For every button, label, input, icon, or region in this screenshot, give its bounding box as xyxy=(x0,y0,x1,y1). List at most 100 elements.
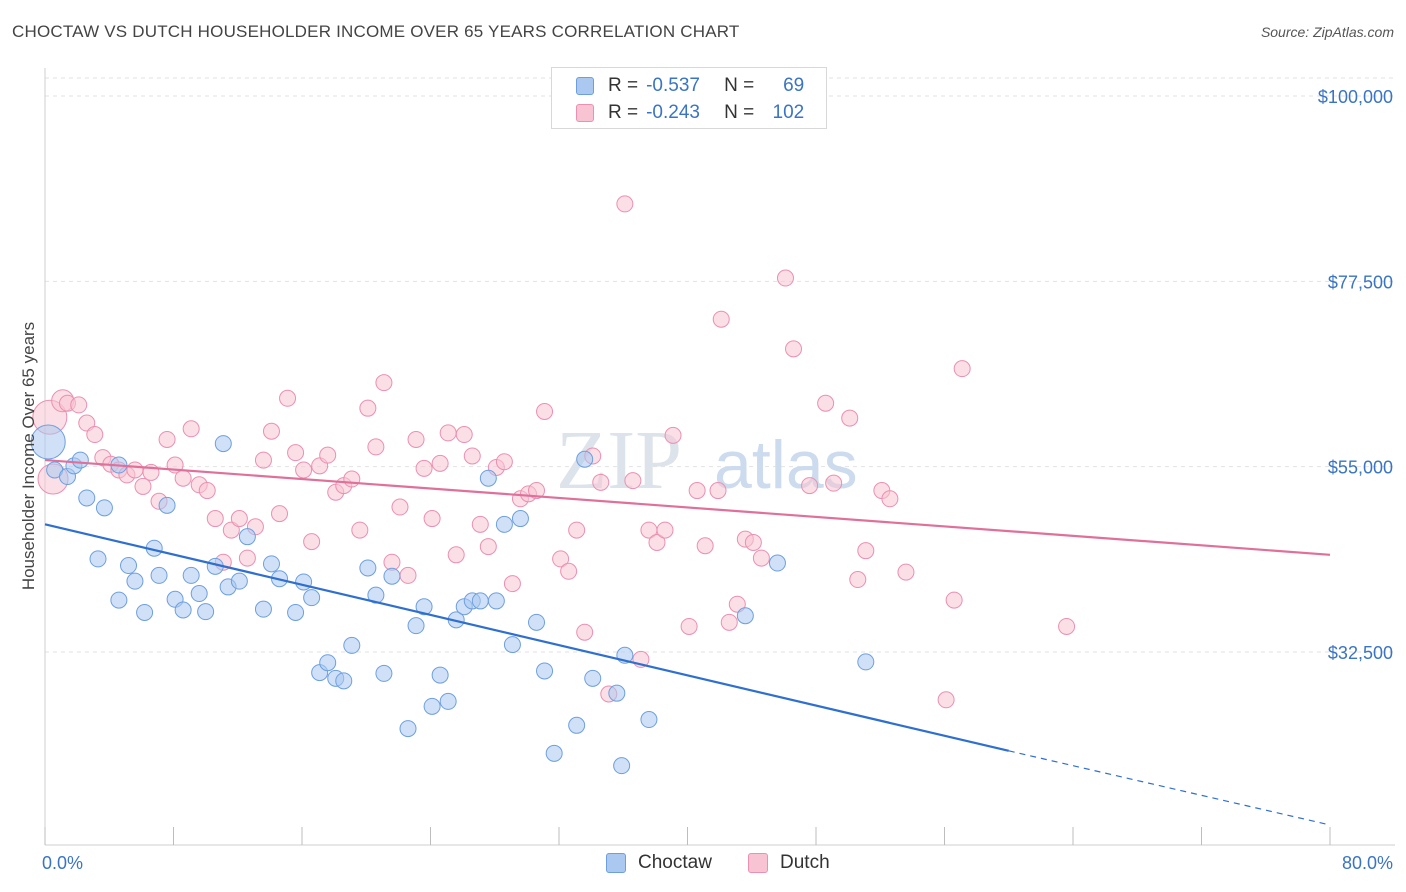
dutch-point xyxy=(503,575,521,593)
dutch-point xyxy=(439,424,457,442)
dutch-point xyxy=(720,613,738,631)
choctaw-point xyxy=(214,435,232,453)
choctaw-point xyxy=(503,636,521,654)
choctaw-point xyxy=(319,654,337,672)
choctaw-point xyxy=(495,515,513,533)
choctaw-point xyxy=(407,617,425,635)
dutch-point xyxy=(367,438,385,456)
dutch-point xyxy=(744,533,762,551)
dutch-point xyxy=(471,515,489,533)
r-value-dutch: -0.243 xyxy=(646,102,700,123)
dutch-point xyxy=(238,549,256,567)
choctaw-point xyxy=(439,692,457,710)
dutch-point xyxy=(495,453,513,471)
dutch-point xyxy=(455,426,473,444)
choctaw-point xyxy=(150,566,168,584)
stats-legend: R = -0.537 N = 69 R = -0.243 N = 102 xyxy=(551,67,827,129)
dutch-point xyxy=(134,477,152,495)
choctaw-point xyxy=(262,555,280,573)
n-label: N = xyxy=(724,102,755,123)
n-value-choctaw: 69 xyxy=(783,75,805,96)
choctaw-point xyxy=(359,559,377,577)
choctaw-point xyxy=(230,572,248,590)
choctaw-point xyxy=(431,666,449,684)
dutch-point xyxy=(849,571,867,589)
dutch-point xyxy=(752,549,770,567)
dutch-point xyxy=(801,477,819,495)
dutch-point xyxy=(841,409,859,427)
choctaw-trend-line xyxy=(44,523,1010,752)
choctaw-point xyxy=(423,697,441,715)
choctaw-point xyxy=(197,603,215,621)
choctaw-point xyxy=(89,550,107,568)
dutch-point xyxy=(198,482,216,500)
dutch-point xyxy=(423,510,441,528)
dutch-point xyxy=(351,521,369,539)
choctaw-points xyxy=(30,424,875,775)
dutch-point xyxy=(624,472,642,490)
choctaw-point xyxy=(640,711,658,729)
dutch-point xyxy=(70,396,88,414)
choctaw-point xyxy=(608,684,626,702)
legend-item-dutch[interactable]: Dutch xyxy=(748,852,830,874)
dutch-point xyxy=(576,623,594,641)
watermark-atlas: atlas xyxy=(714,427,858,503)
dutch-legend-swatch xyxy=(748,853,768,873)
dutch-point xyxy=(463,447,481,465)
choctaw-point xyxy=(584,669,602,687)
choctaw-point xyxy=(295,573,313,591)
tick-labels: $32,500 $55,000 $77,500 $100,000 0.0% 80.0% xyxy=(42,87,1393,873)
dutch-point xyxy=(664,426,682,444)
dutch-point xyxy=(536,402,554,420)
dutch-point xyxy=(945,591,963,609)
choctaw-point xyxy=(174,601,192,619)
dutch-point xyxy=(303,533,321,551)
dutch-point xyxy=(479,538,497,556)
n-value-dutch: 102 xyxy=(772,102,805,123)
dutch-point xyxy=(78,414,96,432)
dutch-point xyxy=(375,374,393,392)
choctaw-point xyxy=(511,510,529,528)
dutch-point xyxy=(953,360,971,378)
dutch-point xyxy=(568,521,586,539)
dutch-point xyxy=(182,420,200,438)
choctaw-point xyxy=(126,572,144,590)
choctaw-point xyxy=(768,554,786,572)
dutch-point xyxy=(881,490,899,508)
choctaw-point xyxy=(479,469,497,487)
chart-title: CHOCTAW VS DUTCH HOUSEHOLDER INCOME OVER… xyxy=(12,22,740,41)
dutch-point xyxy=(230,510,248,528)
choctaw-point xyxy=(343,636,361,654)
dutch-swatch xyxy=(576,104,594,122)
choctaw-point xyxy=(71,451,89,469)
choctaw-point xyxy=(158,496,176,514)
legend-item-choctaw[interactable]: Choctaw xyxy=(606,852,712,874)
dutch-point xyxy=(206,510,224,528)
dutch-point xyxy=(319,446,337,464)
choctaw-point xyxy=(254,600,272,618)
dutch-point xyxy=(825,474,843,492)
choctaw-point xyxy=(528,613,546,631)
choctaw-point xyxy=(536,662,554,680)
choctaw-legend-swatch xyxy=(606,853,626,873)
y-tick-label: $32,500 xyxy=(1328,643,1393,663)
watermark-zip: ZIP xyxy=(556,414,682,507)
dutch-point xyxy=(785,340,803,358)
choctaw-point xyxy=(471,592,489,610)
dutch-point xyxy=(680,617,698,635)
dutch-point xyxy=(688,482,706,500)
dutch-point xyxy=(399,566,417,584)
trend-lines xyxy=(44,458,1331,826)
choctaw-point xyxy=(136,603,154,621)
dutch-point xyxy=(712,310,730,328)
dutch-point xyxy=(431,454,449,472)
dutch-point xyxy=(776,269,794,287)
legend-row-dutch: R = -0.243 N = 102 xyxy=(576,100,804,126)
dutch-point xyxy=(391,498,409,516)
dutch-point xyxy=(528,482,546,500)
dutch-point xyxy=(174,469,192,487)
dutch-point xyxy=(158,430,176,448)
choctaw-point xyxy=(383,567,401,585)
dutch-point xyxy=(254,451,272,469)
